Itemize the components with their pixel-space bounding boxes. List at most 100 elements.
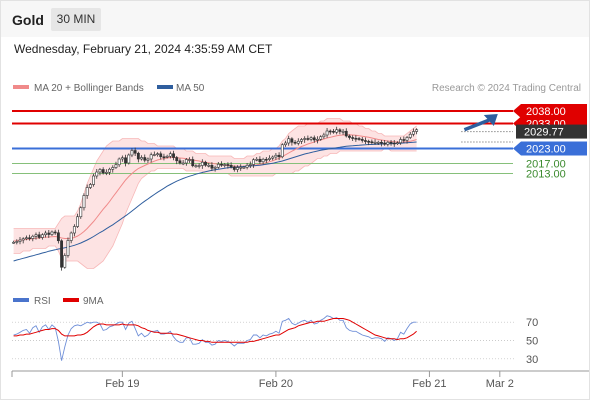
candle-body [111, 167, 115, 170]
candle-body [386, 141, 390, 145]
legend-label-ma50: MA 50 [176, 83, 205, 94]
candle-body [95, 171, 99, 177]
candle-body [216, 163, 220, 168]
candle-body [277, 154, 281, 158]
candle-body [207, 164, 211, 167]
candle-body [63, 255, 67, 268]
candle-body [399, 139, 403, 144]
candle-body [290, 138, 294, 143]
candle-body [242, 166, 246, 169]
candle-body [370, 141, 374, 144]
candle-body [127, 154, 131, 164]
candle-body [210, 164, 214, 169]
candle-body [402, 139, 406, 141]
candle-body [72, 226, 76, 234]
candle-body [149, 154, 153, 160]
candle-body [367, 140, 371, 143]
candle-body [306, 138, 310, 140]
candle-body [325, 130, 329, 136]
legend-label-rsi: RSI [34, 296, 51, 307]
candle-body [204, 161, 207, 166]
candle-body [143, 157, 147, 161]
candle-body [284, 142, 287, 146]
legend-label-ma20: MA 20 + Bollinger Bands [34, 83, 144, 94]
candle-body [344, 130, 348, 137]
x-tick-label: Feb 19 [105, 378, 139, 390]
rsi-9ma-line [13, 318, 417, 343]
candle-body [140, 157, 143, 160]
candle-body [226, 164, 230, 166]
candle-body [197, 165, 201, 167]
candle-body [130, 150, 134, 156]
candle-body [415, 129, 419, 132]
candle-body [152, 154, 156, 156]
candle-body [232, 166, 236, 170]
candle-body [405, 137, 409, 141]
candle-body [66, 240, 70, 256]
candle-body [348, 135, 351, 138]
candle-body [168, 153, 172, 157]
x-tick-label: Mar 2 [486, 378, 514, 390]
candle-body [309, 137, 313, 140]
candle-body [136, 152, 140, 160]
candle-body [360, 138, 364, 141]
candle-body [319, 136, 323, 140]
candle-body [117, 158, 121, 166]
candle-body [354, 137, 358, 140]
candle-body [188, 159, 191, 161]
candle-body [396, 142, 399, 145]
candle-body [18, 239, 22, 242]
candle-body [124, 157, 127, 164]
chart-datetime: Wednesday, February 21, 2024 4:35:59 AM … [14, 42, 273, 56]
candle-body [380, 141, 383, 144]
timeframe-button[interactable]: 30 MIN [51, 8, 101, 31]
level-label-bg-3 [513, 141, 587, 156]
candle-body [82, 195, 86, 209]
last-price-label: 2029.77 [524, 127, 564, 139]
candle-body [239, 166, 243, 169]
candle-body [252, 159, 255, 165]
candle-body [40, 234, 44, 238]
candle-body [287, 138, 291, 144]
candle-body [146, 158, 150, 161]
candle-body [191, 159, 195, 167]
candle-body [92, 175, 95, 185]
rsi-tick-label: 30 [526, 354, 538, 366]
candle-body [280, 144, 284, 158]
rsi-tick-label: 50 [526, 336, 538, 348]
legend-swatch-ma50 [157, 85, 173, 89]
candle-body [76, 216, 79, 227]
candle-body [341, 130, 345, 133]
candle-body [255, 158, 259, 161]
legend-swatch-ma20 [13, 85, 29, 89]
candle-body [338, 129, 342, 132]
candle-body [15, 241, 19, 243]
candle-body [37, 234, 41, 238]
candle-body [159, 153, 163, 158]
candle-body [53, 231, 57, 234]
level-label-3: 2023.00 [526, 144, 566, 156]
bollinger-upper-line [13, 118, 417, 229]
level-label-0: 2038.00 [526, 106, 566, 118]
x-tick-label: Feb 20 [259, 378, 293, 390]
candle-body [178, 160, 182, 164]
candle-body [200, 161, 204, 166]
candle-body [373, 141, 377, 144]
rsi-tick-label: 70 [526, 317, 538, 329]
candle-body [79, 207, 83, 218]
level-label-4: 2017.00 [526, 159, 566, 171]
candle-body [303, 138, 307, 140]
last-price-label-bg [516, 124, 587, 139]
candle-body [69, 232, 73, 241]
candle-body [229, 164, 233, 168]
rsi-line [13, 315, 417, 361]
candle-body [245, 164, 249, 168]
candle-body [31, 235, 35, 239]
candle-body [248, 164, 252, 166]
candle-body [98, 169, 102, 173]
candle-body [172, 153, 175, 158]
candle-body [101, 169, 105, 174]
candle-body [108, 168, 111, 173]
forecast-arrow-shaft [463, 117, 493, 132]
level-label-5: 2013.00 [526, 169, 566, 181]
